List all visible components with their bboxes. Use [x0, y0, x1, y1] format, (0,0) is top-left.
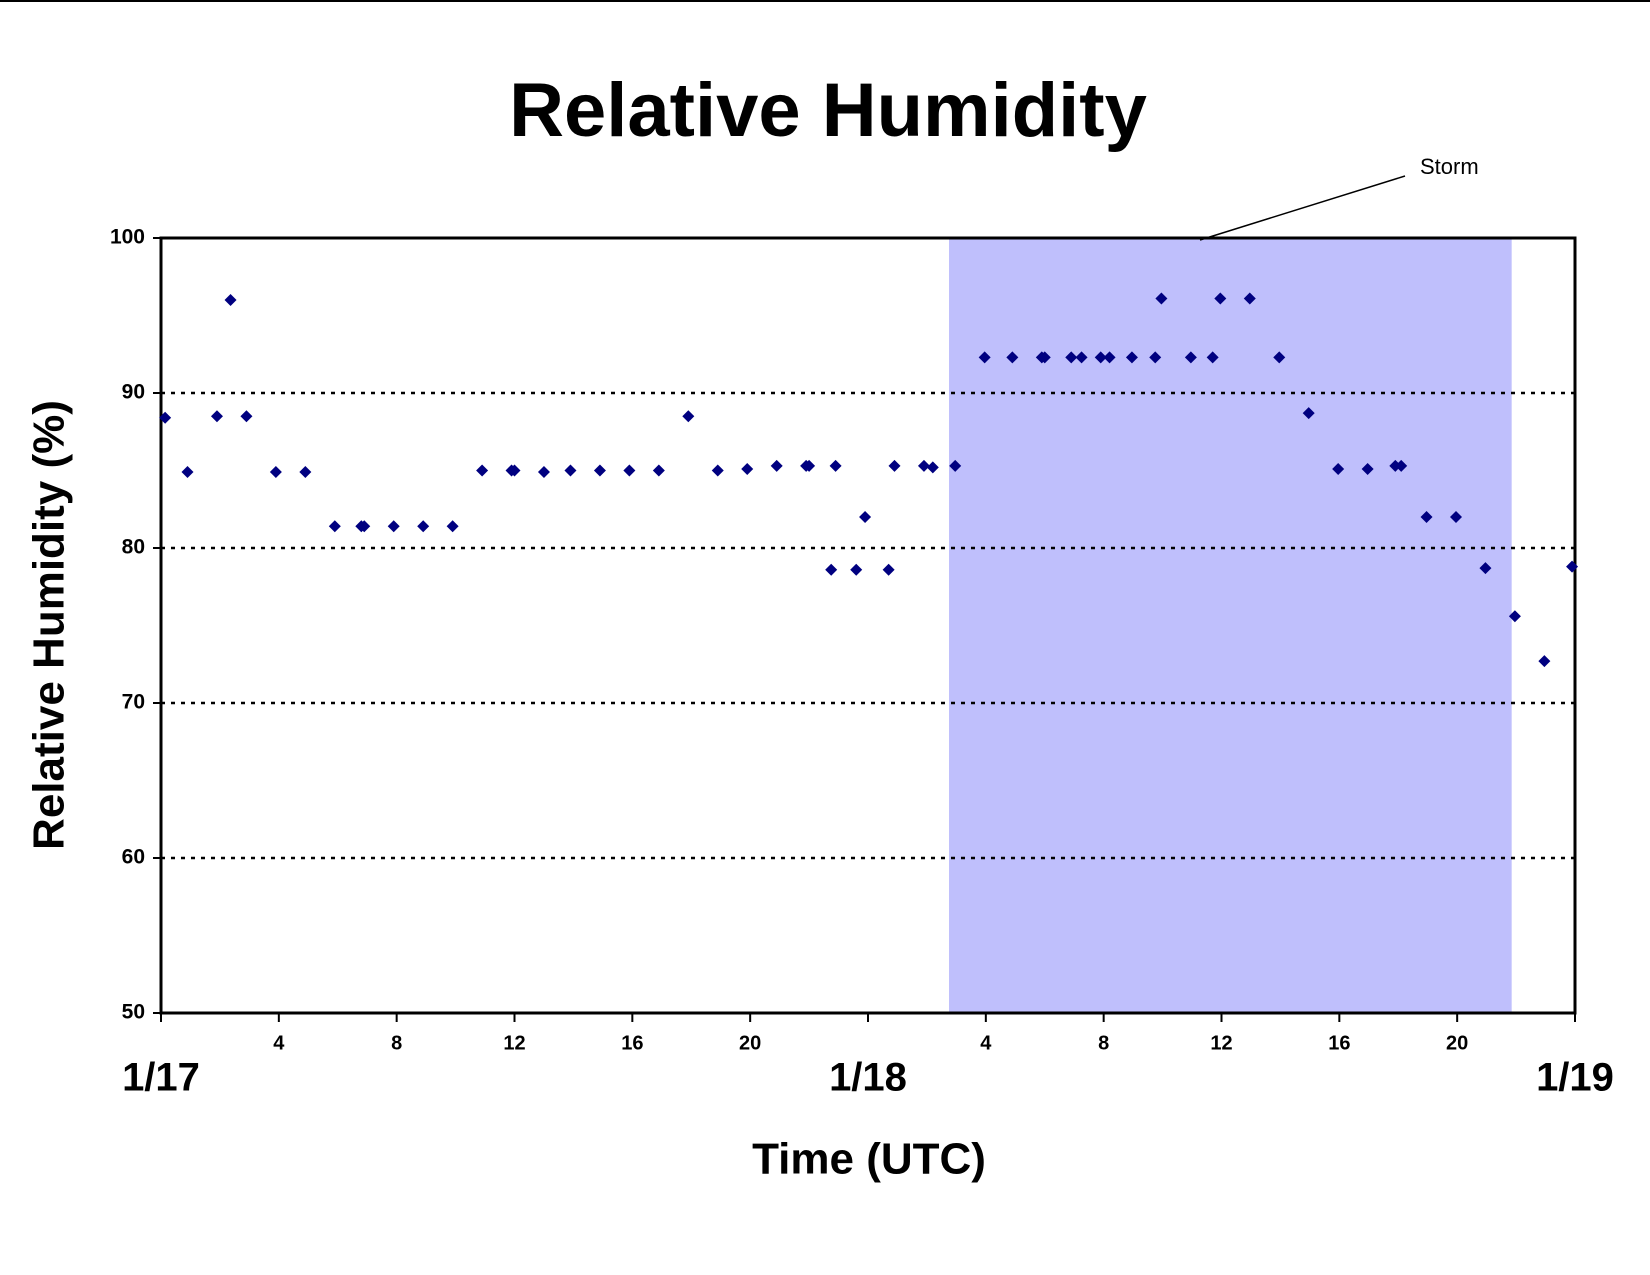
point: [850, 563, 863, 576]
point: [1065, 351, 1078, 364]
date-label: 1/18: [829, 1056, 907, 1100]
point: [476, 464, 489, 477]
point: [623, 464, 636, 477]
storm-region: [949, 238, 1512, 1013]
point: [682, 410, 695, 423]
point: [1214, 292, 1227, 305]
point: [564, 464, 577, 477]
x-tick-label: 8: [1098, 1032, 1109, 1054]
point: [240, 410, 253, 423]
point: [358, 520, 371, 533]
point: [1332, 462, 1345, 475]
point: [1206, 351, 1219, 364]
date-label: 1/17: [122, 1056, 200, 1100]
point: [299, 466, 312, 479]
x-axis-label: Time (UTC): [752, 1135, 986, 1184]
point: [1184, 351, 1197, 364]
point: [1149, 351, 1162, 364]
date-label: 1/19: [1536, 1056, 1614, 1100]
point: [825, 563, 838, 576]
point: [446, 520, 459, 533]
x-tick-label: 4: [980, 1032, 992, 1054]
point: [1125, 351, 1138, 364]
point: [508, 464, 521, 477]
y-tick-label: 100: [110, 226, 145, 249]
point: [1479, 562, 1492, 575]
x-tick-label: 12: [1210, 1032, 1232, 1054]
annotation-line: [1199, 175, 1406, 241]
point: [1243, 292, 1256, 305]
x-tick-label: 20: [739, 1032, 761, 1054]
point: [978, 351, 991, 364]
point: [1075, 351, 1088, 364]
point: [1361, 462, 1374, 475]
point: [328, 520, 341, 533]
point: [803, 459, 816, 472]
point: [741, 462, 754, 475]
point: [949, 459, 962, 472]
y-tick-label: 90: [122, 381, 145, 404]
y-axis-label: Relative Humidity (%): [25, 400, 74, 850]
point: [882, 563, 895, 576]
y-tick-label: 60: [122, 846, 145, 869]
point: [1038, 351, 1051, 364]
point: [1094, 351, 1107, 364]
y-tick-label: 70: [122, 691, 145, 714]
point: [1566, 560, 1579, 573]
x-tick-label: 20: [1446, 1032, 1468, 1054]
point: [926, 461, 939, 474]
point: [1103, 351, 1116, 364]
point: [652, 464, 665, 477]
point: [770, 459, 783, 472]
y-tick-label: 80: [122, 536, 145, 559]
point: [888, 459, 901, 472]
point: [1155, 292, 1168, 305]
point: [159, 411, 172, 424]
x-tick-label: 12: [503, 1032, 525, 1054]
point: [210, 410, 223, 423]
point: [1538, 655, 1551, 668]
point: [711, 464, 724, 477]
point: [537, 466, 550, 479]
point: [181, 466, 194, 479]
point: [1006, 351, 1019, 364]
plot-frame: [159, 236, 1577, 1015]
point: [1449, 511, 1462, 523]
point: [1273, 351, 1286, 364]
point: [829, 459, 842, 472]
x-tick-label: 8: [391, 1032, 402, 1054]
annotation: Storm: [1420, 154, 1479, 179]
point: [917, 459, 930, 472]
point: [1508, 610, 1521, 623]
point: [269, 466, 282, 479]
point: [417, 520, 430, 533]
point: [1420, 511, 1433, 523]
y-tick-label: 50: [122, 1001, 145, 1024]
point: [1302, 407, 1315, 420]
point: [593, 464, 606, 477]
x-tick-label: 4: [273, 1032, 285, 1054]
point: [224, 294, 237, 306]
x-tick-label: 16: [621, 1032, 643, 1054]
point: [387, 520, 400, 533]
chart-title: Relative Humidity: [509, 68, 1147, 153]
point: [859, 511, 872, 523]
point: [1395, 459, 1408, 472]
x-tick-label: 16: [1328, 1032, 1350, 1054]
